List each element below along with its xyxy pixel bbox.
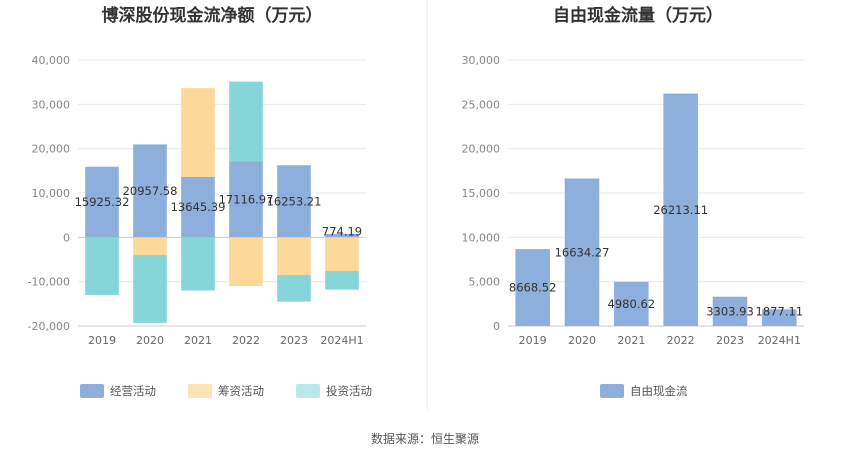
- data-label: 17116.97: [219, 192, 274, 206]
- bar: [181, 237, 215, 291]
- x-tick-label: 2019: [519, 334, 547, 347]
- y-tick-label: 0: [493, 320, 500, 333]
- bar: [277, 165, 311, 238]
- bar: [133, 144, 167, 238]
- x-tick-label: 2019: [88, 334, 116, 347]
- data-label: 3303.93: [706, 304, 754, 318]
- bar: [564, 178, 600, 326]
- bar: [515, 249, 550, 326]
- data-label: 13645.39: [171, 200, 226, 214]
- legend-swatch: [188, 384, 212, 398]
- legend-swatch: [600, 384, 624, 398]
- x-tick-label: 2023: [716, 334, 744, 347]
- bar: [762, 309, 797, 326]
- x-tick-label: 2021: [617, 334, 645, 347]
- legend-label: 自由现金流: [630, 384, 688, 398]
- data-label: 16634.27: [555, 245, 610, 259]
- source-note: 数据来源：恒生聚源: [371, 431, 479, 446]
- bar: [663, 93, 698, 327]
- y-tick-label: 10,000: [462, 231, 501, 244]
- y-tick-label: 5,000: [469, 276, 501, 289]
- cash-flow-net-chart: 博深股份现金流净额（万元） -20,000 -10,000 0 10,000 20,00…: [28, 5, 372, 398]
- y-tick-label: 30,000: [32, 98, 71, 111]
- chart-title: 自由现金流量（万元）: [553, 5, 723, 26]
- bar: [614, 281, 649, 326]
- y-tick-label: -20,000: [28, 320, 70, 333]
- bar: [133, 237, 167, 256]
- y-tick-label: -10,000: [28, 276, 70, 289]
- data-label: 26213.11: [653, 203, 708, 217]
- chart-title: 博深股份现金流净额（万元）: [102, 5, 323, 26]
- x-tick-label: 2023: [280, 334, 308, 347]
- legend-label: 筹资活动: [218, 384, 264, 398]
- bar: [325, 271, 359, 290]
- y-tick-label: 25,000: [462, 98, 501, 111]
- x-tick-label: 2021: [184, 334, 212, 347]
- y-tick-label: 0: [63, 231, 70, 244]
- y-tick-label: 15,000: [462, 187, 501, 200]
- x-tick-label: 2024H1: [320, 334, 363, 347]
- bar: [325, 233, 359, 238]
- x-tick-label: 2024H1: [758, 334, 801, 347]
- x-tick-label: 2022: [667, 334, 695, 347]
- data-label: 20957.58: [123, 184, 178, 198]
- y-tick-label: 30,000: [462, 54, 501, 67]
- bar: [229, 81, 263, 162]
- y-tick-label: 20,000: [32, 143, 71, 156]
- data-label: 774.19: [322, 224, 362, 238]
- y-tick-label: 10,000: [32, 187, 71, 200]
- data-label: 15925.32: [75, 195, 130, 209]
- x-tick-label: 2022: [232, 334, 260, 347]
- bar: [85, 237, 119, 295]
- free-cash-flow-chart: 自由现金流量（万元） 0 5,000 10,000 15,000 20,000 25,00…: [462, 5, 804, 398]
- bar: [325, 237, 359, 272]
- bar: [85, 166, 119, 238]
- legend-swatch: [296, 384, 320, 398]
- bar: [712, 296, 748, 326]
- legend-label: 投资活动: [326, 384, 372, 398]
- data-label: 4980.62: [608, 297, 656, 311]
- bar: [229, 237, 263, 287]
- y-tick-label: 40,000: [32, 54, 71, 67]
- data-label: 16253.21: [267, 194, 322, 208]
- bar: [181, 176, 215, 238]
- data-label: 1877.11: [756, 304, 804, 318]
- data-label: 8668.52: [509, 281, 557, 295]
- legend-swatch: [80, 384, 104, 398]
- bar: [277, 237, 311, 276]
- bar: [133, 255, 167, 323]
- x-tick-label: 2020: [568, 334, 596, 347]
- y-tick-label: 20,000: [462, 143, 501, 156]
- bar: [229, 161, 263, 238]
- legend-label: 经营活动: [110, 384, 156, 398]
- bar: [277, 275, 311, 302]
- x-tick-label: 2020: [136, 334, 164, 347]
- bar: [181, 88, 215, 177]
